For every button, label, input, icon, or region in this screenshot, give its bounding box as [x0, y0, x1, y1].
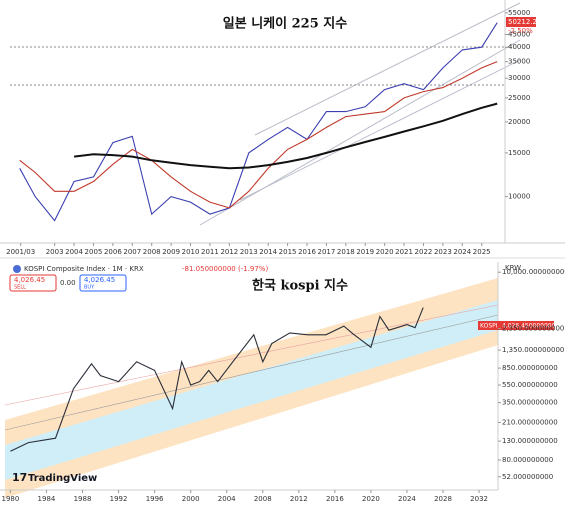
y-tick-label: 80.000000000	[502, 456, 553, 464]
x-tick-label: 2009	[162, 248, 180, 256]
y-tick-label: 52.000000000	[502, 473, 553, 481]
x-tick-label: 2003	[46, 248, 64, 256]
chart-title: 한국 kospi 지수	[252, 278, 348, 294]
x-tick-label: 2005	[85, 248, 103, 256]
y-tick-label: 30000	[508, 74, 530, 82]
x-tick-label: 2006	[104, 248, 122, 256]
price-change: -2.50%	[508, 27, 533, 35]
y-tick-label: 35000	[508, 58, 530, 66]
y-tick-label: 2,350.000000000	[502, 325, 564, 333]
y-tick-label: 850.000000000	[502, 364, 558, 372]
y-tick-label: 130.000000000	[502, 437, 558, 445]
x-tick-label: 2008	[143, 248, 161, 256]
x-tick-label: 2032	[470, 495, 488, 503]
symbol-icon	[13, 265, 21, 273]
spread: 0.00	[60, 279, 76, 287]
price-line	[73, 102, 498, 170]
sell-button[interactable]	[9, 274, 57, 292]
y-tick-label: 15000	[508, 149, 530, 157]
price-symbol: KOSPI	[480, 323, 498, 330]
x-tick-label: 2001/03	[6, 248, 35, 256]
price-line	[19, 61, 498, 209]
x-tick-label: 2004	[218, 495, 236, 503]
y-tick-label: 40000	[508, 43, 530, 51]
x-tick-label: 2016	[326, 495, 344, 503]
x-tick-label: 2013	[240, 248, 258, 256]
x-tick-label: 2025	[473, 248, 491, 256]
y-tick-label: 10,000.000000000	[502, 268, 565, 276]
x-tick-label: 2020	[362, 495, 380, 503]
channel-line	[254, 2, 521, 136]
price-label: 50212.27	[508, 18, 541, 26]
x-tick-label: 2011	[201, 248, 219, 256]
y-tick-label: 350.000000000	[502, 399, 558, 407]
price-label: 4,026.450000000	[502, 323, 556, 330]
x-tick-label: 2024	[453, 248, 471, 256]
x-tick-label: 2018	[337, 248, 355, 256]
price-box	[500, 321, 554, 330]
x-tick-label: 2016	[298, 248, 316, 256]
buy-price: 4,026.45	[84, 276, 115, 284]
brand: TradingView	[28, 473, 97, 484]
buy: BUY	[84, 285, 95, 291]
y-tick-label: 20000	[508, 118, 530, 126]
currency: KRW	[505, 264, 521, 272]
sell: SELL	[14, 285, 26, 291]
x-tick-label: 2014	[259, 248, 277, 256]
channel-band	[5, 300, 498, 480]
sell-price: 4,026.45	[14, 276, 45, 284]
x-tick-label: 2012	[290, 495, 308, 503]
x-tick-label: 2007	[123, 248, 141, 256]
x-tick-label: 2017	[317, 248, 335, 256]
x-tick-label: 2020	[376, 248, 394, 256]
y-tick-label: 25000	[508, 94, 530, 102]
x-tick-label: 2019	[356, 248, 374, 256]
buy-button[interactable]	[79, 274, 127, 292]
y-tick-label: 1,350.000000000	[502, 346, 564, 354]
price-line	[19, 22, 498, 222]
x-tick-label: 2021	[395, 248, 413, 256]
chart-title: 일본 니케이 225 지수	[223, 16, 347, 32]
x-tick-label: 1992	[110, 495, 128, 503]
channel-line	[199, 39, 521, 226]
x-tick-label: 1980	[1, 495, 19, 503]
x-tick-label: 2000	[182, 495, 200, 503]
channel-line	[239, 59, 521, 201]
x-tick-label: 2023	[434, 248, 452, 256]
x-tick-label: 2024	[398, 495, 416, 503]
y-tick-label: 45000	[508, 31, 530, 39]
x-tick-label: 2008	[254, 495, 272, 503]
brand-logo: 17	[12, 471, 27, 484]
y-tick-label: 550.000000000	[502, 381, 558, 389]
trend-line	[4, 304, 499, 406]
price-line	[10, 307, 424, 452]
x-tick-label: 1988	[74, 495, 92, 503]
x-tick-label: 1996	[146, 495, 164, 503]
x-tick-label: 2012	[220, 248, 238, 256]
x-tick-label: 2010	[182, 248, 200, 256]
trend-line	[4, 314, 499, 431]
change: -81.050000000 (-1.97%)	[182, 265, 268, 273]
symbol-box	[478, 321, 500, 330]
y-tick-label: 210.000000000	[502, 418, 558, 426]
x-tick-label: 2028	[434, 495, 452, 503]
y-tick-label: 55000	[508, 9, 530, 17]
x-tick-label: 1984	[38, 495, 56, 503]
y-tick-label: 10000	[508, 193, 530, 201]
x-tick-label: 2004	[65, 248, 83, 256]
symbol: KOSPI Composite Index · 1M · KRX	[24, 265, 144, 273]
price-box	[506, 17, 536, 27]
x-tick-label: 2015	[279, 248, 297, 256]
x-tick-label: 2022	[415, 248, 433, 256]
